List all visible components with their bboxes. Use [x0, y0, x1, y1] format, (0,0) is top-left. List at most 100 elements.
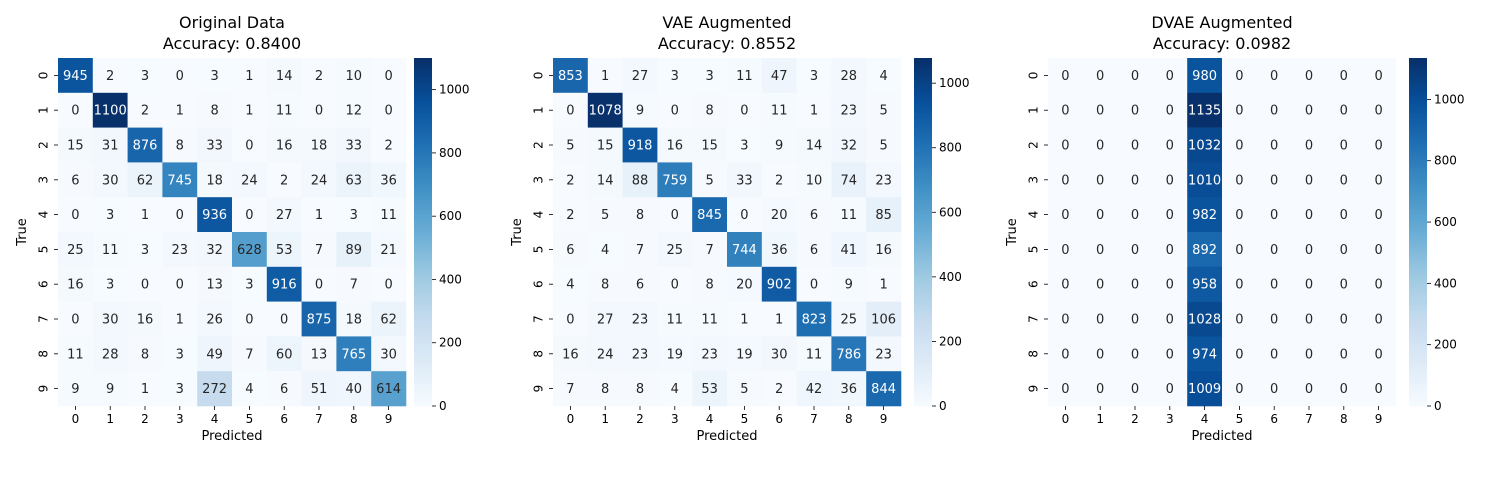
x-tick-label: 9 [385, 412, 393, 426]
heatmap-cell [266, 162, 302, 198]
cell-value: 2 [566, 208, 574, 223]
colorbar-segment [914, 374, 932, 378]
cell-value: 759 [662, 173, 687, 188]
colorbar-segment [414, 60, 432, 65]
colorbar-segment [1409, 365, 1427, 369]
colorbar-segment [1409, 313, 1427, 317]
colorbar-segment [914, 382, 932, 387]
cell-value: 1135 [1188, 104, 1221, 119]
colorbar-segment [414, 118, 432, 123]
cell-value: 0 [1131, 347, 1139, 362]
colorbar-segment [1409, 171, 1427, 175]
colorbar-segment [1409, 217, 1427, 221]
colorbar-tick-label: 400 [939, 270, 962, 284]
colorbar-segment [914, 171, 932, 175]
colorbar-segment [1409, 243, 1427, 247]
colorbar-segment [914, 176, 932, 181]
heatmap-cell [1222, 336, 1258, 372]
heatmap-cell [761, 127, 797, 163]
cell-value: 0 [1166, 208, 1174, 223]
cell-value: 25 [667, 243, 684, 258]
colorbar-segment [414, 127, 432, 131]
colorbar-segment [414, 237, 432, 242]
heatmap-cell [1256, 197, 1292, 233]
heatmap-cell [1048, 232, 1084, 268]
cell-value: 0 [1096, 208, 1104, 223]
heatmap-cell [657, 232, 693, 268]
cell-value: 0 [1166, 69, 1174, 84]
cell-value: 19 [667, 347, 684, 362]
heatmap-cell [553, 162, 589, 198]
cell-value: 62 [380, 313, 397, 328]
heatmap-cell [1082, 301, 1118, 337]
heatmap-cell [336, 371, 372, 407]
heatmap-cell [587, 197, 623, 233]
heatmap-cell [1222, 92, 1258, 128]
cell-value: 1 [176, 104, 184, 119]
heatmap-cell [866, 371, 902, 407]
heatmap-cell [831, 336, 867, 372]
cell-value: 32 [841, 139, 858, 154]
colorbar-segment [1409, 150, 1427, 155]
heatmap-cell [553, 58, 589, 94]
cell-value: 744 [732, 243, 757, 258]
heatmap-cell [232, 336, 268, 372]
heatmap-cell [796, 371, 832, 407]
cell-value: 16 [137, 313, 154, 328]
y-tick-label: 7 [1027, 315, 1041, 323]
heatmap-cell [831, 92, 867, 128]
heatmap-cell [1048, 371, 1084, 407]
cell-value: 0 [1270, 382, 1278, 397]
colorbar-segment [414, 385, 432, 390]
cell-value: 0 [1061, 243, 1069, 258]
cell-value: 7 [636, 243, 644, 258]
x-tick-label: 5 [246, 412, 254, 426]
cell-value: 41 [841, 243, 858, 258]
cell-value: 892 [1192, 243, 1217, 258]
cell-value: 2 [566, 173, 574, 188]
colorbar-segment [414, 220, 432, 224]
cell-value: 11 [701, 313, 718, 328]
colorbar-tick-label: 1000 [939, 76, 970, 90]
colorbar-tick-label: 0 [939, 399, 947, 413]
cell-value: 0 [1166, 278, 1174, 293]
heatmap-cell [1152, 127, 1188, 163]
colorbar-segment [414, 165, 432, 169]
colorbar-segment [1409, 353, 1427, 358]
cell-value: 0 [1061, 208, 1069, 223]
cell-value: 11 [806, 347, 823, 362]
colorbar-segment [414, 342, 432, 346]
cell-value: 0 [1061, 104, 1069, 119]
heatmap-cell [92, 127, 128, 163]
colorbar-segment [414, 87, 432, 91]
heatmap-cell [553, 371, 589, 407]
cell-value: 2 [384, 139, 392, 154]
cell-value: 3 [176, 382, 184, 397]
heatmap-cell [232, 58, 268, 94]
cell-value: 28 [841, 69, 858, 84]
heatmap-cell [1048, 92, 1084, 128]
cell-value: 3 [141, 243, 149, 258]
heatmap-cell [58, 301, 94, 337]
heatmap-cell [1326, 371, 1362, 407]
x-tick-label: 0 [72, 412, 80, 426]
cell-value: 0 [1096, 243, 1104, 258]
colorbar-segment [1409, 330, 1427, 334]
heatmap-cell [197, 58, 233, 94]
colorbar-segment [914, 217, 932, 221]
cell-value: 0 [1270, 208, 1278, 223]
heatmap-cell [831, 371, 867, 407]
heatmap-cell [692, 197, 728, 233]
heatmap-cell [866, 197, 902, 233]
cell-value: 0 [1131, 243, 1139, 258]
colorbar-segment [914, 107, 932, 111]
cell-value: 936 [202, 208, 227, 223]
heatmap-cell [657, 371, 693, 407]
cell-value: 3 [106, 278, 114, 293]
heatmap-cell [1326, 336, 1362, 372]
colorbar-segment [914, 391, 932, 395]
colorbar-segment [414, 101, 432, 105]
panel-accuracy: Accuracy: 0.8400 [163, 34, 301, 53]
cell-value: 3 [176, 347, 184, 362]
heatmap-cell [336, 266, 372, 302]
